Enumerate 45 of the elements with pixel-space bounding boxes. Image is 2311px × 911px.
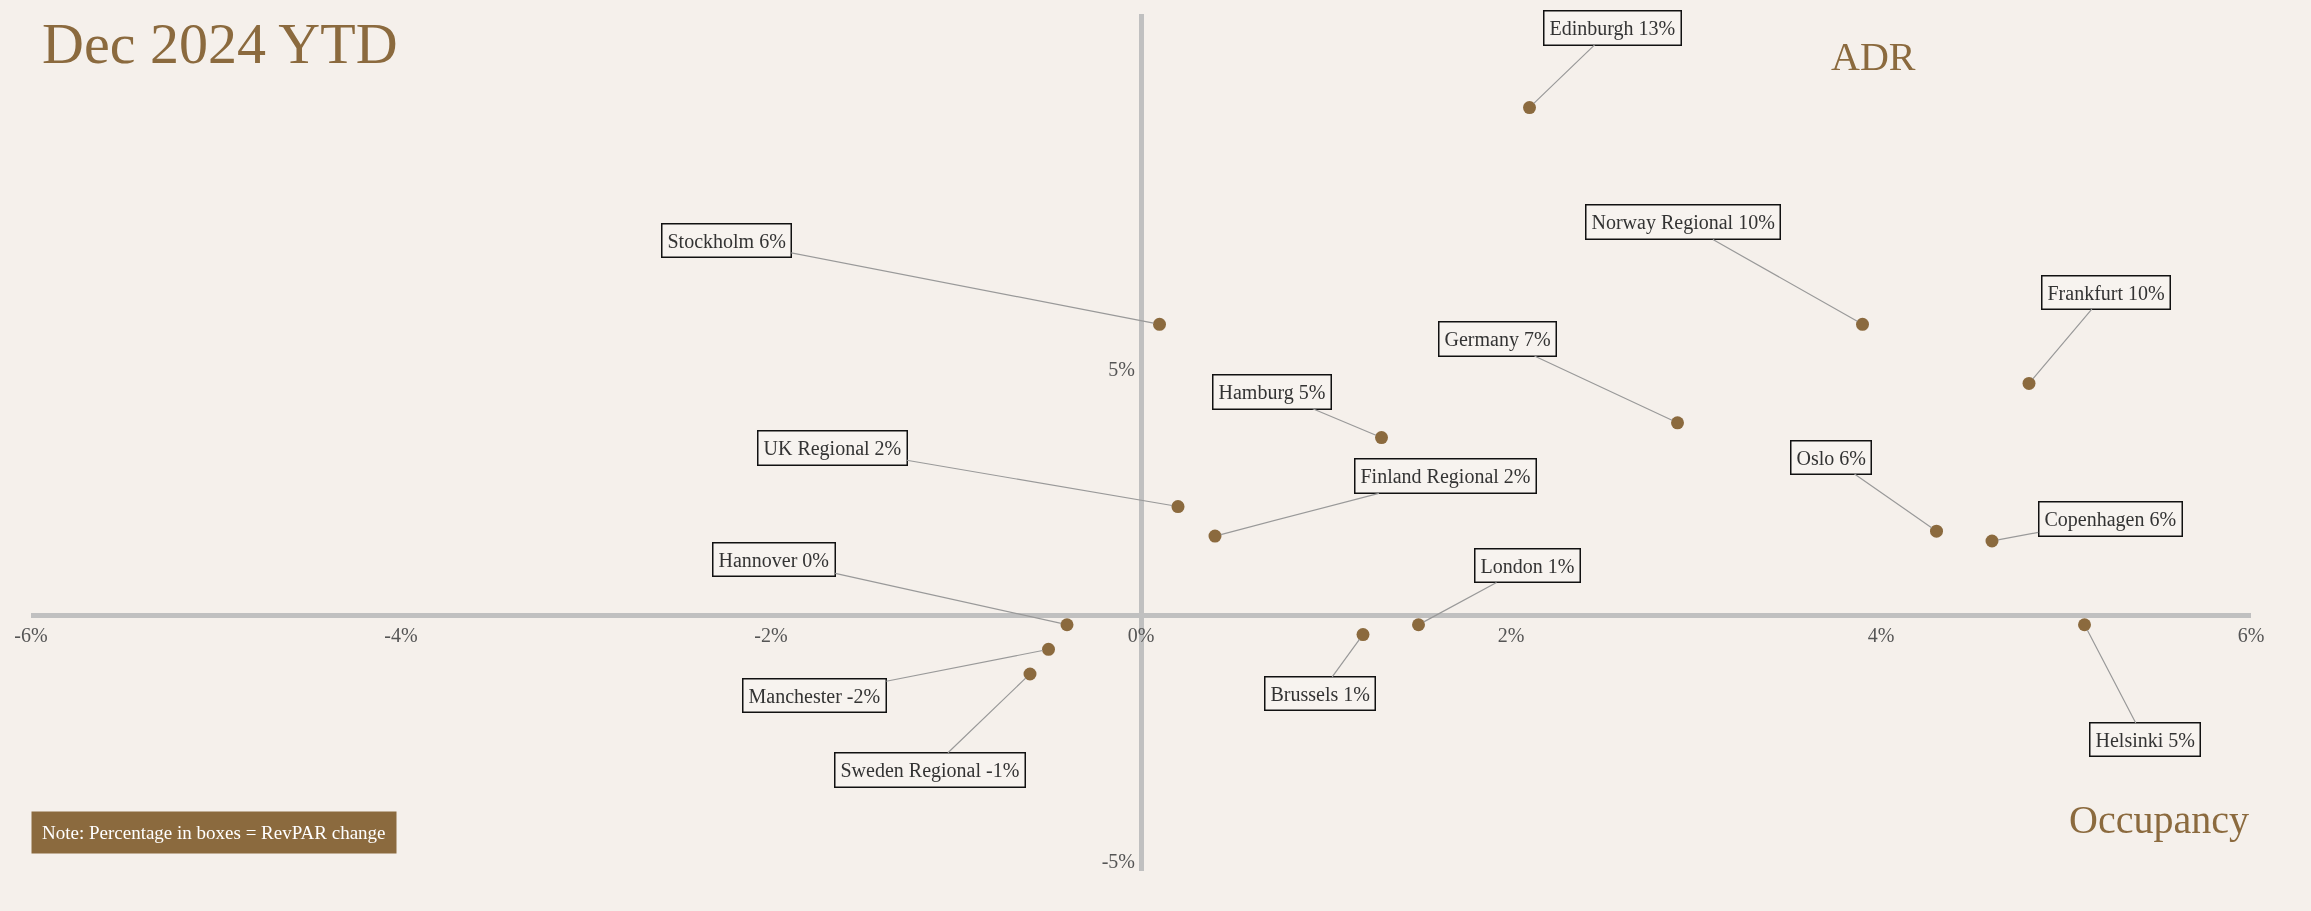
point bbox=[1042, 642, 1055, 656]
annotation: UK Regional 2% bbox=[763, 436, 902, 460]
point bbox=[1060, 618, 1074, 632]
point bbox=[2078, 618, 2091, 632]
x-tick-label: 4% bbox=[1867, 623, 1895, 646]
x-tick-label: -2% bbox=[754, 623, 788, 646]
annotation: Stockholm 6% bbox=[667, 229, 786, 252]
annotation: Edinburgh 13% bbox=[1549, 16, 1676, 40]
point bbox=[2022, 376, 2036, 390]
x-tick-label: 2% bbox=[1497, 623, 1525, 646]
y-tick-label: 5% bbox=[1108, 357, 1135, 380]
point bbox=[1375, 431, 1388, 445]
annotation: Helsinki 5% bbox=[2095, 728, 2195, 751]
point bbox=[1171, 500, 1185, 514]
annotation: Finland Regional 2% bbox=[1360, 464, 1531, 488]
x-tick-label: 0% bbox=[1127, 623, 1155, 646]
annotation: Oslo 6% bbox=[1796, 446, 1866, 469]
annotation: Germany 7% bbox=[1444, 327, 1551, 351]
point bbox=[1023, 667, 1037, 681]
annotation: Hamburg 5% bbox=[1218, 380, 1326, 404]
annotation: Brussels 1% bbox=[1270, 682, 1370, 705]
chart-title: Dec 2024 YTD bbox=[42, 11, 398, 77]
annotation: London 1% bbox=[1480, 554, 1575, 577]
annotation: Note: Percentage in boxes = RevPAR change bbox=[42, 822, 386, 843]
point bbox=[1671, 416, 1684, 430]
annotation: Frankfurt 10% bbox=[2047, 281, 2165, 304]
point bbox=[1356, 628, 1370, 642]
point bbox=[1153, 317, 1166, 331]
x-tick-label: 6% bbox=[2237, 623, 2265, 646]
point bbox=[1208, 529, 1222, 543]
point bbox=[1930, 524, 1943, 538]
x-tick-label: -6% bbox=[14, 623, 48, 646]
x-axis-title: Occupancy bbox=[2069, 797, 2249, 842]
point bbox=[1523, 101, 1536, 115]
annotation: Norway Regional 10% bbox=[1591, 210, 1775, 234]
annotation: Hannover 0% bbox=[718, 548, 830, 571]
annotation: Manchester -2% bbox=[748, 684, 881, 707]
point bbox=[1985, 534, 1999, 548]
point bbox=[1856, 317, 1869, 331]
annotation: Copenhagen 6% bbox=[2044, 507, 2177, 531]
annotation: Sweden Regional -1% bbox=[840, 758, 1020, 782]
y-axis-title: ADR bbox=[1831, 34, 1916, 79]
x-tick-label: -4% bbox=[384, 623, 418, 646]
point bbox=[1412, 618, 1425, 632]
y-tick-label: -5% bbox=[1101, 850, 1135, 873]
